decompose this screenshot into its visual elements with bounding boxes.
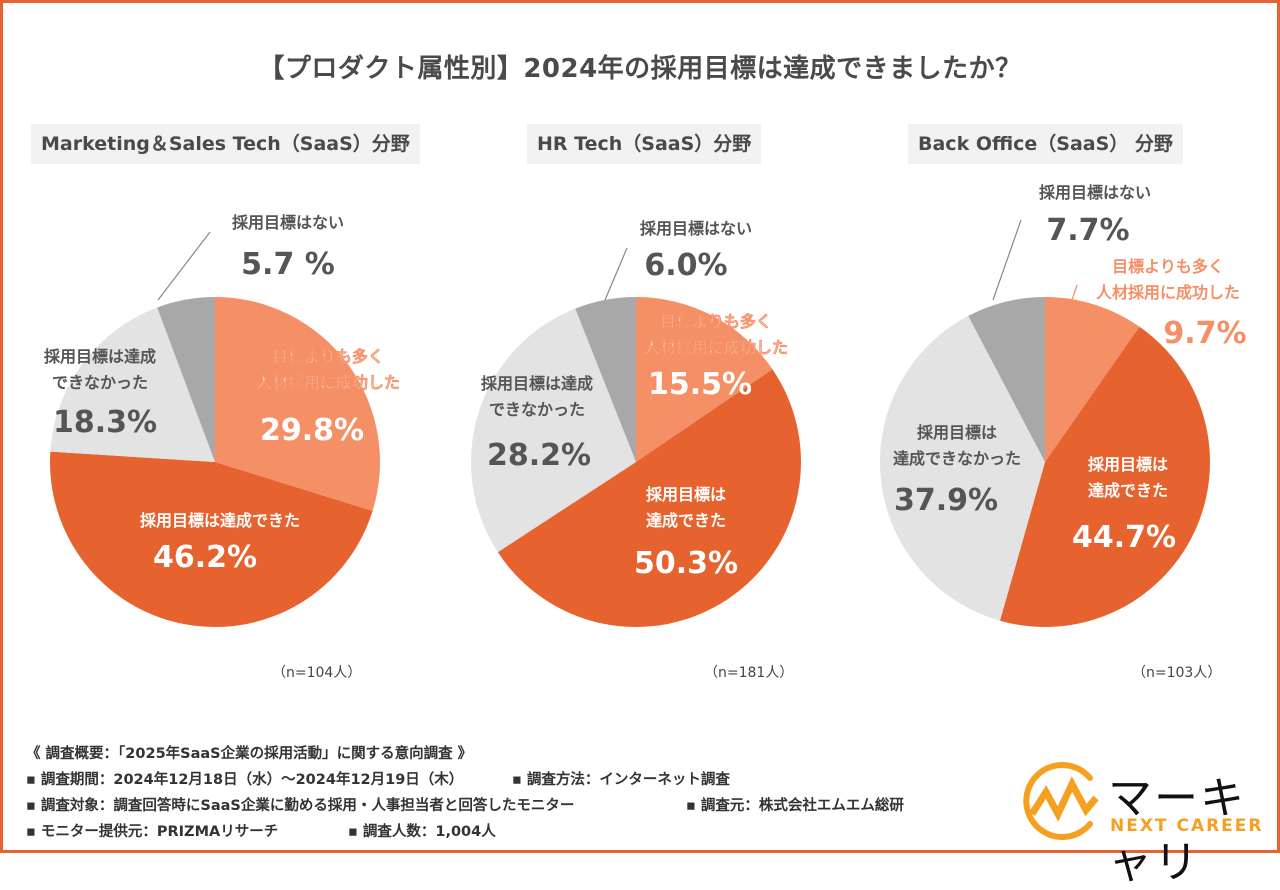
slice-label-achieved: 達成できた: [1088, 481, 1168, 500]
pie-slice-exceeded: [215, 297, 380, 512]
slice-label-exceeded: 人材採用に成功した: [644, 338, 788, 357]
pie-slice-not_achieved: [470, 308, 636, 553]
slice-label-not_achieved: 採用目標は達成: [481, 374, 593, 393]
slice-value-exceeded: 15.5%: [648, 367, 752, 402]
slice-label-achieved: 達成できた: [646, 511, 726, 530]
survey-count: ▪ 調査人数：1,004人: [348, 824, 496, 840]
sample-size-hr: （n=181人）: [704, 665, 794, 681]
slice-label-not_achieved: 達成できなかった: [893, 449, 1021, 468]
slice-value-exceeded: 29.8%: [260, 413, 364, 448]
mountain-c-logo-icon: [1023, 762, 1099, 840]
slice-value-no_target: 5.7 %: [241, 247, 335, 282]
logo-text-en: NEXT CAREER: [1110, 816, 1264, 836]
survey-target: ▪ 調査対象：調査回答時にSaaS企業に勤める採用・人事担当者と回答したモニター: [26, 798, 575, 814]
pie-slice-achieved: [497, 369, 802, 628]
slice-label-exceeded: 人材採用に成功した: [256, 373, 400, 392]
leader-line-exceeded: [1071, 284, 1078, 301]
slice-label-no_target: 採用目標はない: [1039, 183, 1151, 202]
slice-label-exceeded: 目標よりも多く: [272, 347, 384, 366]
pie-slice-not_achieved: [50, 307, 215, 462]
slice-label-achieved: 採用目標は: [646, 485, 726, 504]
leader-line-no_target: [992, 219, 1022, 301]
slice-value-not_achieved: 18.3%: [53, 405, 157, 440]
survey-source: ▪ 調査元：株式会社エムエム総研: [686, 798, 904, 814]
leader-line-no_target: [604, 247, 628, 301]
pie-title-marketing: Marketing＆Sales Tech（SaaS）分野: [31, 124, 420, 164]
survey-period: ▪ 調査期間：2024年12月18日（水）〜2024年12月19日（木）: [26, 772, 464, 788]
page-title: 【プロダクト属性別】2024年の採用目標は達成できましたか？: [258, 54, 1022, 84]
pie-slice-exceeded: [1045, 297, 1140, 462]
slice-value-no_target: 7.7%: [1046, 213, 1129, 248]
pie-slice-not_achieved: [880, 315, 1045, 621]
pie-slice-achieved: [49, 451, 373, 627]
survey-method: ▪ 調査方法：インターネット調査: [512, 772, 730, 788]
sample-size-marketing: （n=104人）: [272, 665, 362, 681]
pie-slice-no_target: [157, 297, 215, 462]
slice-label-no_target: 採用目標はない: [640, 219, 752, 238]
slice-label-exceeded: 目標よりも多く: [1112, 257, 1224, 276]
pie-charts: 目標よりも多く人材採用に成功した29.8%採用目標は達成できた46.2%採用目標…: [44, 183, 1247, 628]
slice-value-achieved: 50.3%: [634, 546, 738, 581]
survey-notes: 《 調査概要：「2025年SaaS企業の採用活動」に関する意向調査 》 ▪ 調査…: [26, 741, 904, 845]
slice-value-achieved: 46.2%: [153, 540, 257, 575]
slice-label-not_achieved: できなかった: [489, 400, 585, 419]
page-border: [0, 0, 1280, 853]
survey-provider: ▪ モニター提供元：PRIZMAリサーチ: [26, 824, 279, 840]
slice-value-not_achieved: 37.9%: [894, 483, 998, 518]
brand-logo: マーキャリ NEXT CAREER: [1020, 758, 1270, 888]
slice-label-exceeded: 目標よりも多く: [660, 312, 772, 331]
pie-slice-no_target: [968, 297, 1045, 462]
pie-title-backoffice: Back Office（SaaS） 分野: [908, 124, 1183, 164]
sample-size-backoffice: （n=103人）: [1132, 665, 1222, 681]
slice-label-no_target: 採用目標はない: [232, 213, 344, 232]
slice-value-exceeded: 9.7%: [1163, 316, 1246, 351]
slice-label-not_achieved: 採用目標は: [917, 423, 997, 442]
slice-value-achieved: 44.7%: [1072, 520, 1176, 555]
leader-line-no_target: [157, 231, 211, 301]
slice-label-not_achieved: 採用目標は達成: [44, 347, 156, 366]
slice-label-not_achieved: できなかった: [52, 373, 148, 392]
slice-value-not_achieved: 28.2%: [487, 438, 591, 473]
pie-slice-exceeded: [636, 297, 773, 462]
survey-heading: 《 調査概要：「2025年SaaS企業の採用活動」に関する意向調査 》: [26, 746, 473, 762]
pie-slice-no_target: [575, 297, 636, 462]
pie-slice-achieved: [999, 326, 1210, 627]
slice-value-no_target: 6.0%: [644, 248, 727, 283]
pie-title-hr: HR Tech（SaaS）分野: [527, 124, 762, 164]
slice-label-achieved: 採用目標は: [1088, 455, 1168, 474]
slice-label-achieved: 採用目標は達成できた: [140, 511, 300, 530]
slice-label-exceeded: 人材採用に成功した: [1096, 283, 1240, 302]
